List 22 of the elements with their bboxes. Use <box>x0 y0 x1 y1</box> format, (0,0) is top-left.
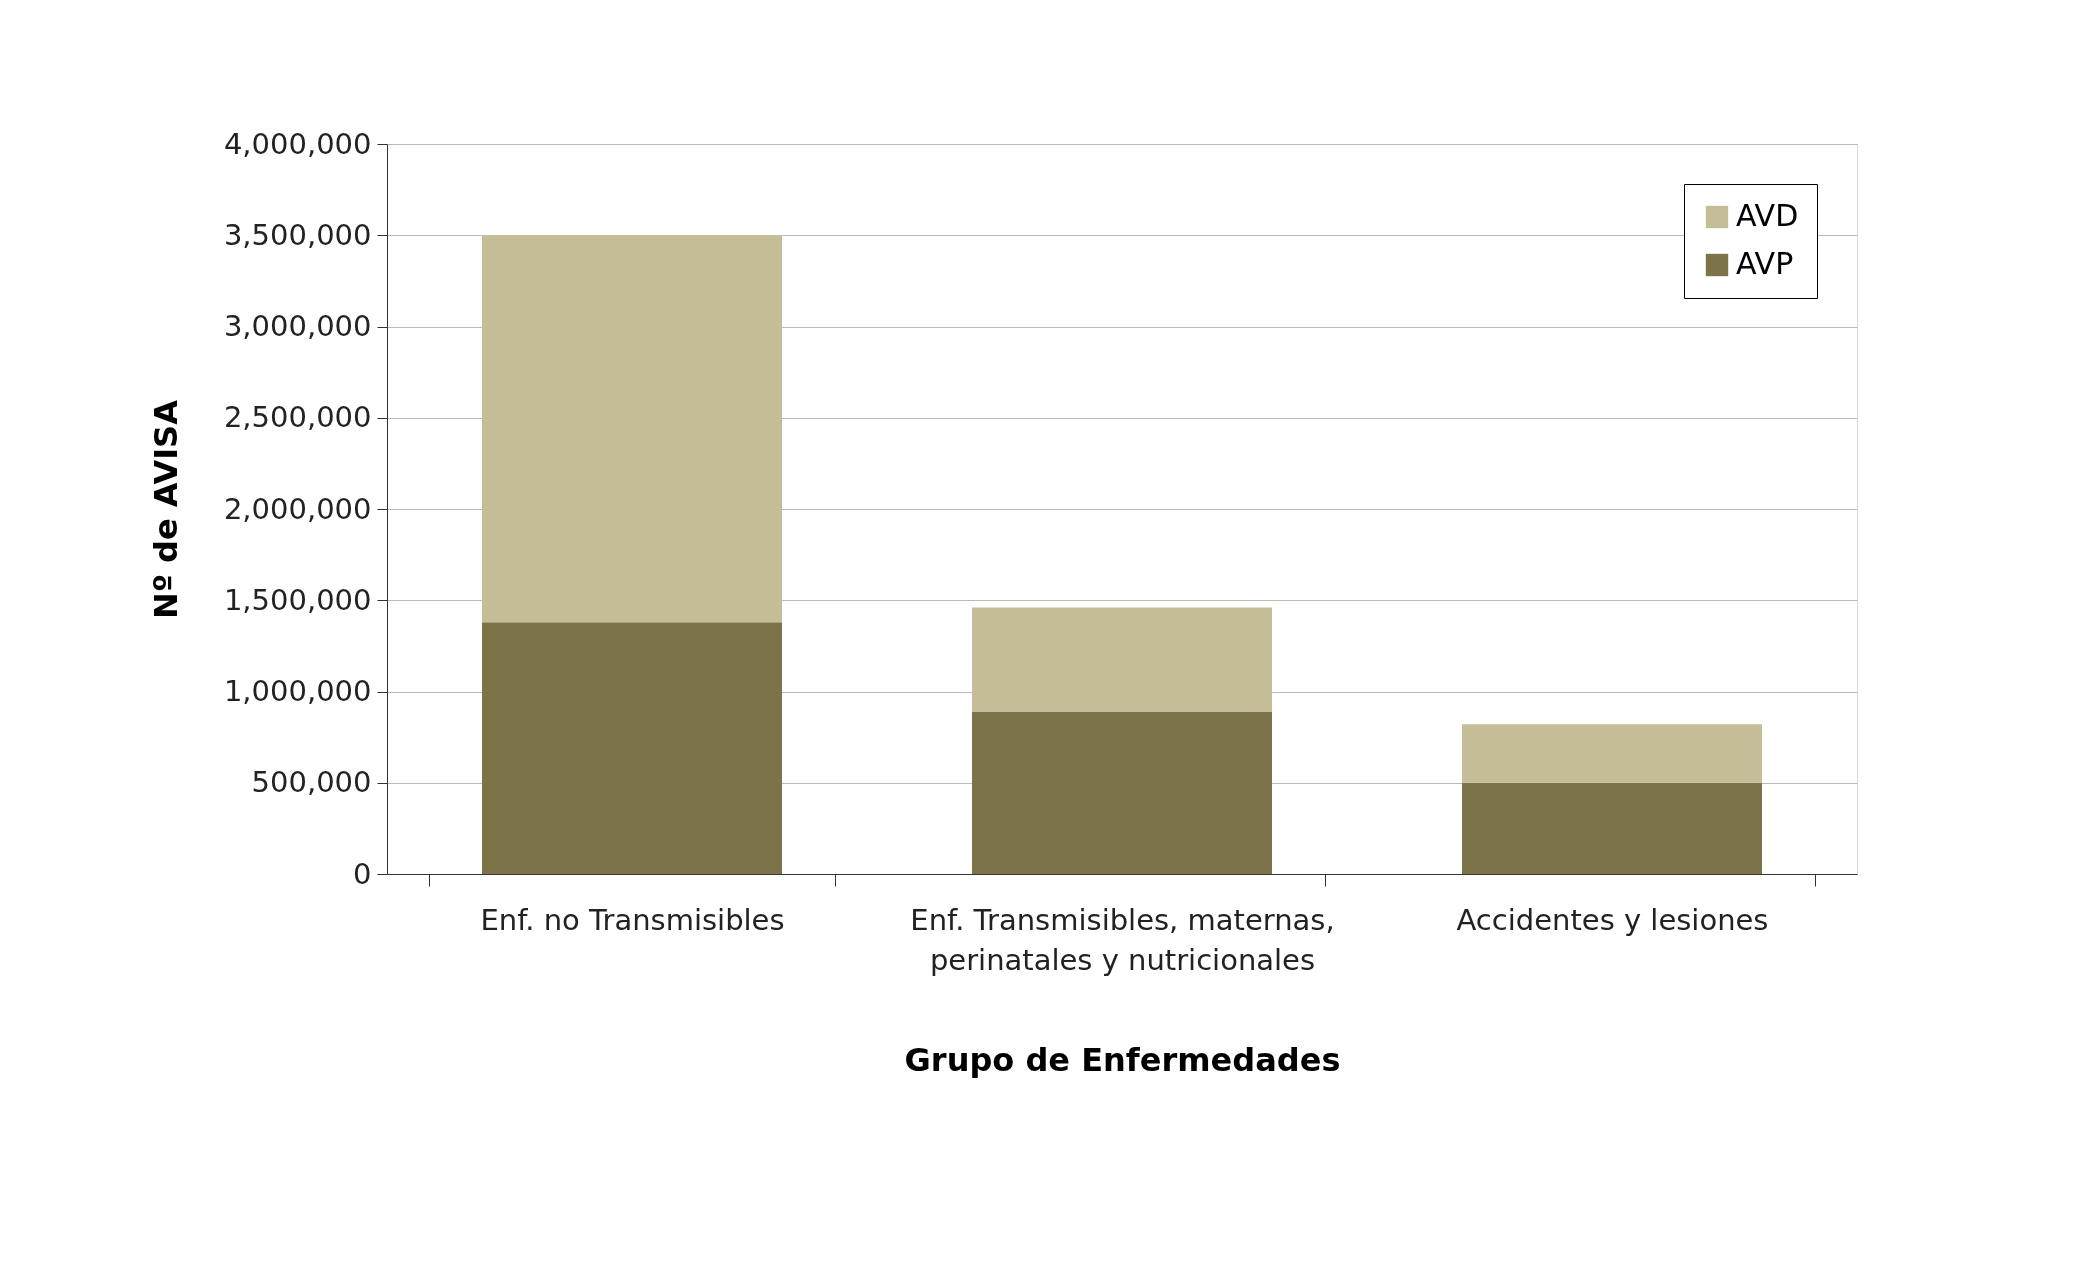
x-tick-label: Accidentes y lesiones <box>1456 902 1769 937</box>
y-tick-label: 2,000,000 <box>223 491 372 526</box>
legend-label: AVP <box>1736 246 1794 281</box>
y-tick-label: 3,000,000 <box>223 309 372 343</box>
bar <box>482 622 782 874</box>
y-tick-label: 1,000,000 <box>223 674 372 708</box>
y-tick-label: 4,000,000 <box>223 126 372 161</box>
y-tick-label: 1,500,000 <box>223 582 372 617</box>
y-tick-label: 500,000 <box>251 765 372 800</box>
legend-label: AVD <box>1736 198 1799 233</box>
bar <box>1462 724 1762 783</box>
bar <box>972 607 1272 712</box>
bar <box>482 235 782 623</box>
bar <box>972 711 1272 874</box>
y-tick-label: 0 <box>353 856 372 891</box>
x-tick-label: Enf. Transmisibles, maternas, perinatales y nutricionales <box>910 902 1335 977</box>
x-axis-title: Grupo de Enfermedades <box>904 1040 1341 1079</box>
y-axis-title: Nº de AVISA <box>146 399 185 619</box>
x-tick-label: Enf. no Transmisibles <box>480 902 785 937</box>
bar <box>1462 782 1762 874</box>
y-tick-label: 2,500,000 <box>223 400 372 435</box>
y-tick-label: 3,500,000 <box>223 217 372 252</box>
